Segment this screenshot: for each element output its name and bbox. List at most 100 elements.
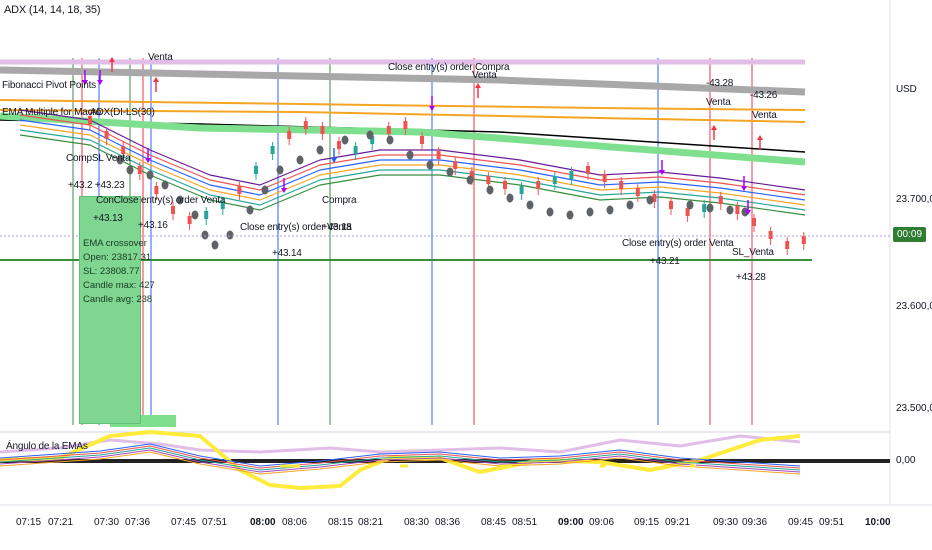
candle-body-37 [685, 208, 690, 216]
price-tick-1: 23.700,00 [896, 194, 932, 205]
trend-dot-3 [146, 170, 154, 180]
time-tick-21: 09:45 [788, 517, 814, 528]
time-tick-12: 08:36 [435, 517, 461, 528]
candle-body-25 [486, 176, 491, 184]
candle-body-12 [270, 146, 275, 154]
time-tick-11: 08:30 [404, 517, 430, 528]
info-line-4: Candle max: 427 [83, 280, 155, 291]
ema-line-2 [19, 114, 806, 196]
trade-info-box: EMA crossover Open: 23817.31 SL: 23808.7… [79, 196, 155, 424]
candle-body-41 [752, 218, 756, 226]
signal-arrow-head-5 [145, 158, 151, 163]
currency-label[interactable]: USD [896, 84, 917, 95]
trend-dot-17 [386, 135, 394, 145]
time-tick-19: 09:30 [713, 517, 739, 528]
time-tick-9: 08:15 [328, 517, 354, 528]
trend-dot-6 [191, 210, 199, 220]
annotation-15: +43.14 [272, 248, 302, 259]
signal-arrow-head-1 [82, 80, 88, 85]
info-line-3: SL: 23808.77 [83, 266, 140, 277]
trend-dot-7 [201, 230, 209, 240]
time-tick-15: 09:00 [558, 517, 584, 528]
trend-dot-9 [226, 230, 234, 240]
time-tick-7: 08:00 [250, 517, 276, 528]
angle-line-4 [0, 449, 801, 473]
candle-body-15 [320, 126, 325, 134]
candle-body-31 [586, 166, 590, 174]
trend-dot-12 [276, 165, 284, 175]
trend-dot-5 [176, 195, 184, 205]
time-tick-14: 08:51 [512, 517, 538, 528]
signal-arrow-head-9 [475, 83, 481, 88]
candle-body-8 [204, 211, 209, 219]
trend-dot-21 [466, 175, 474, 185]
trend-dot-20 [446, 167, 454, 177]
time-tick-17: 09:15 [634, 517, 660, 528]
ema-line-4 [19, 124, 806, 206]
ema-line-1 [19, 109, 806, 191]
trend-dot-32 [706, 203, 714, 213]
candle-body-22 [436, 151, 441, 159]
candle-body-35 [652, 194, 657, 202]
annotation-2: Venta [472, 70, 497, 81]
annotation-3: -43.28 [706, 78, 734, 89]
candle-body-32 [602, 174, 607, 182]
annotation-17: +43.21 [650, 256, 680, 267]
signal-arrow-head-10 [659, 170, 665, 175]
time-tick-4: 07:36 [125, 517, 151, 528]
lower-pane-value: 0,00 [896, 455, 916, 466]
trend-dot-31 [686, 200, 694, 210]
trend-dot-10 [246, 205, 254, 215]
signal-arrow-head-7 [331, 158, 337, 163]
orange-line-2 [0, 109, 806, 123]
trend-dot-34 [741, 207, 749, 217]
indicator-label[interactable]: ADX (14, 14, 18, 35) [4, 4, 101, 16]
annotation-10: +43.13 [93, 213, 123, 224]
time-tick-1: 07:15 [16, 517, 42, 528]
trend-dot-15 [341, 135, 349, 145]
candle-body-21 [420, 136, 424, 144]
ema-line-5 [19, 129, 806, 211]
time-tick-3: 07:30 [94, 517, 120, 528]
annotation-1: Close entry(s) order Compra [388, 62, 510, 73]
time-tick-16: 09:06 [589, 517, 615, 528]
candle-body-17 [353, 146, 358, 154]
lower-pane-title[interactable]: Ángulo de la EMAs [6, 441, 88, 452]
signal-arrow-head-11 [711, 125, 717, 130]
annotation-7: CompSL Venta [66, 153, 131, 164]
info-line-5: Candle avg: 238 [83, 294, 153, 305]
trend-dot-14 [316, 145, 324, 155]
annotation-20: Venta [148, 52, 173, 63]
candle-body-11 [254, 166, 258, 174]
time-tick-23: 10:00 [865, 517, 891, 528]
angle-line-3 [0, 447, 801, 471]
annotation-4: Venta [706, 97, 731, 108]
time-tick-13: 08:45 [481, 517, 507, 528]
time-tick-5: 07:45 [171, 517, 197, 528]
candle-body-19 [386, 126, 391, 134]
angle-pink [0, 434, 801, 454]
candle-body-5 [154, 186, 159, 194]
candle-body-34 [635, 188, 640, 196]
angle-line-1 [0, 443, 801, 467]
candle-body-23 [453, 161, 458, 169]
trend-dot-2 [126, 165, 134, 175]
angle-yellow [0, 430, 801, 490]
price-tick-3: 23.500,00 [896, 403, 932, 414]
candle-body-24 [469, 171, 474, 179]
candle-body-26 [503, 181, 507, 189]
signal-arrow-head-3 [109, 57, 115, 62]
candle-body-6 [171, 206, 175, 214]
annotation-11: +43.16 [138, 220, 168, 231]
candle-body-1 [88, 116, 92, 124]
time-tick-10: 08:21 [358, 517, 384, 528]
trend-dot-18 [406, 150, 414, 160]
angle-line-5 [0, 451, 801, 475]
signal-arrow-head-13 [741, 186, 747, 191]
trend-dot-16 [366, 130, 374, 140]
annotation-13: Close entry(s) order Venta [240, 222, 352, 233]
candle-body-43 [785, 241, 790, 249]
trend-dot-24 [526, 200, 534, 210]
trend-dot-27 [586, 207, 594, 217]
